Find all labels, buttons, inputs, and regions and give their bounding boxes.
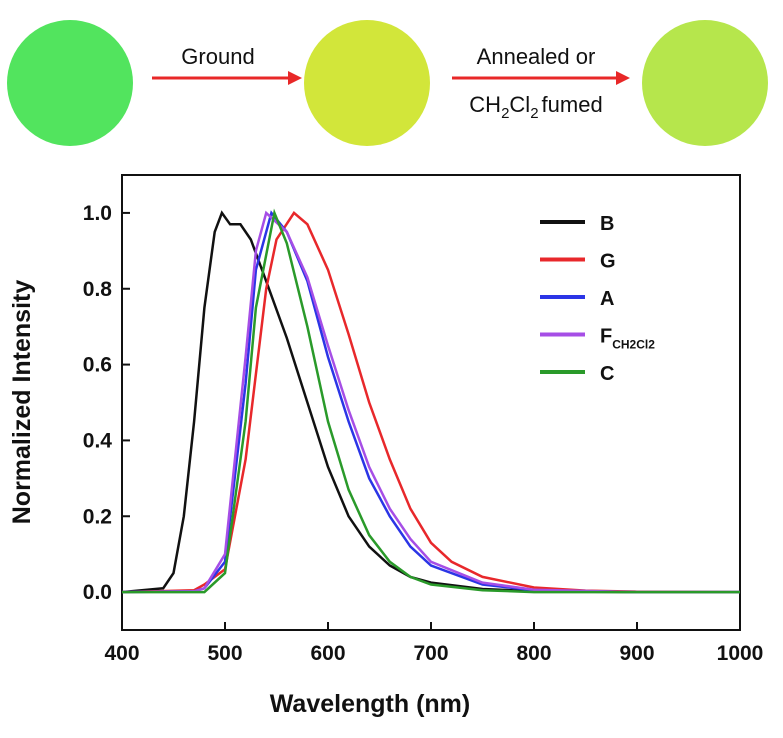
y-tick-label: 1.0: [83, 202, 112, 225]
legend-name: F: [600, 326, 612, 348]
legend-label: G: [600, 251, 616, 273]
legend-name: C: [600, 363, 614, 385]
sample-annealed: [642, 20, 768, 146]
x-tick-label: 700: [413, 642, 448, 665]
legend-label: B: [600, 213, 614, 235]
sample-original: [7, 20, 133, 146]
x-tick-label: 500: [207, 642, 242, 665]
arrow-head: [288, 71, 302, 85]
step-label: CH2Cl2 fumed: [469, 92, 602, 122]
series-line: [121, 210, 740, 594]
x-axis-label: Wavelength (nm): [270, 690, 470, 718]
x-tick-label: 400: [104, 642, 139, 665]
step-label: Ground: [181, 44, 254, 69]
series-line: [122, 208, 740, 594]
y-tick-label: 0.6: [83, 354, 112, 377]
sample-ground: [304, 20, 430, 146]
legend-name: B: [600, 213, 614, 235]
y-axis-label: Normalized Intensity: [8, 280, 36, 525]
series-line: [121, 210, 740, 594]
x-tick-label: 800: [516, 642, 551, 665]
x-tick-label: 1000: [717, 642, 764, 665]
step-label: Annealed or: [477, 44, 596, 69]
legend-name: A: [600, 288, 614, 310]
legend-label: C: [600, 363, 614, 385]
legend-name: G: [600, 251, 616, 273]
legend-label: FCH2Cl2: [600, 326, 655, 352]
arrow-head: [616, 71, 630, 85]
y-tick-label: 0.2: [83, 505, 112, 528]
y-tick-label: 0.4: [83, 429, 113, 452]
series-line: [121, 210, 740, 594]
y-tick-label: 0.0: [83, 581, 112, 604]
x-tick-label: 900: [619, 642, 654, 665]
legend-subscript: CH2Cl2: [612, 338, 655, 352]
x-tick-label: 600: [310, 642, 345, 665]
legend-label: A: [600, 288, 614, 310]
series-line: [121, 211, 741, 594]
y-tick-label: 0.8: [83, 278, 113, 301]
